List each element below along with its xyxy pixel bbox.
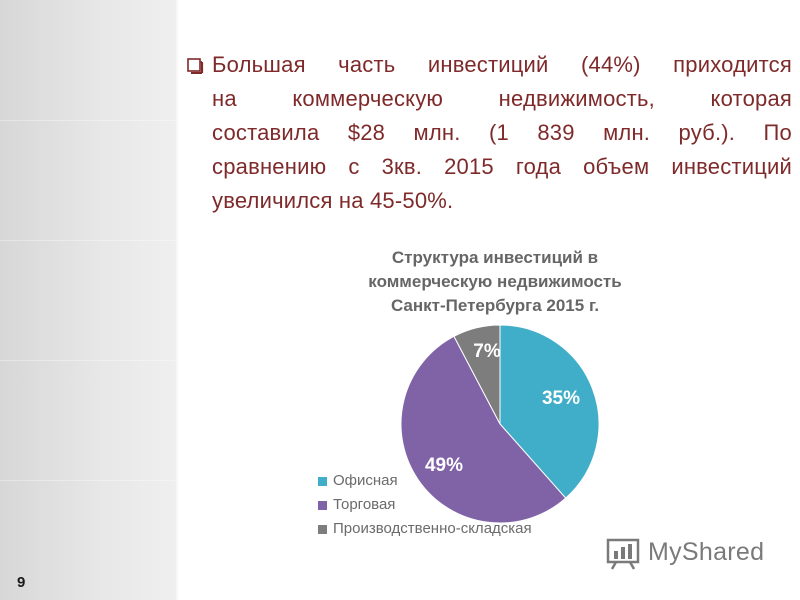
chart-title: Структура инвестиций в коммерческую недв…: [340, 246, 650, 318]
pie-slice-0: [499, 324, 600, 499]
bullet-line: сравнению с 3кв. 2015 года объем инвести…: [212, 154, 792, 179]
bullet-line: на коммерческую недвижимость, которая: [212, 86, 792, 111]
chart-title-line: Санкт-Петербурга 2015 г.: [390, 296, 600, 315]
pie-slice-1: [400, 335, 567, 524]
bullet-text: Большая часть инвестиций (44%) приходитс…: [212, 48, 792, 218]
pie-data-label-2: 7%: [473, 341, 501, 362]
checkbox-bullet-icon: [187, 58, 204, 74]
chart-title-line: коммерческую недвижимость: [368, 272, 622, 291]
legend-swatch: [318, 501, 327, 510]
chart-title-line: Структура инвестиций в: [391, 248, 599, 267]
pie-data-label-1: 49%: [425, 455, 463, 476]
bullet-line: составила $28 млн. (1 839 млн. руб.). По: [212, 120, 792, 145]
legend-swatch: [318, 477, 327, 486]
legend-label: Торговая: [333, 496, 396, 513]
bar-chart-icon: [606, 538, 640, 570]
legend-swatch: [318, 525, 327, 534]
side-panel: [0, 0, 176, 600]
legend-label: Производственно-складская: [333, 520, 532, 537]
pie-data-label-0: 35%: [542, 388, 580, 409]
slide-number: 9: [17, 574, 26, 591]
side-divider: [176, 0, 178, 600]
watermark-text: MyShared: [648, 538, 765, 566]
legend-label: Офисная: [333, 472, 398, 489]
bullet-line: Большая часть инвестиций (44%) приходитс…: [212, 52, 792, 77]
pie-slice-2: [453, 324, 501, 425]
bullet-line: увеличился на 45-50%.: [212, 188, 454, 213]
